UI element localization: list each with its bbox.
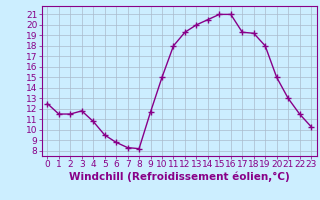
X-axis label: Windchill (Refroidissement éolien,°C): Windchill (Refroidissement éolien,°C) [69,172,290,182]
